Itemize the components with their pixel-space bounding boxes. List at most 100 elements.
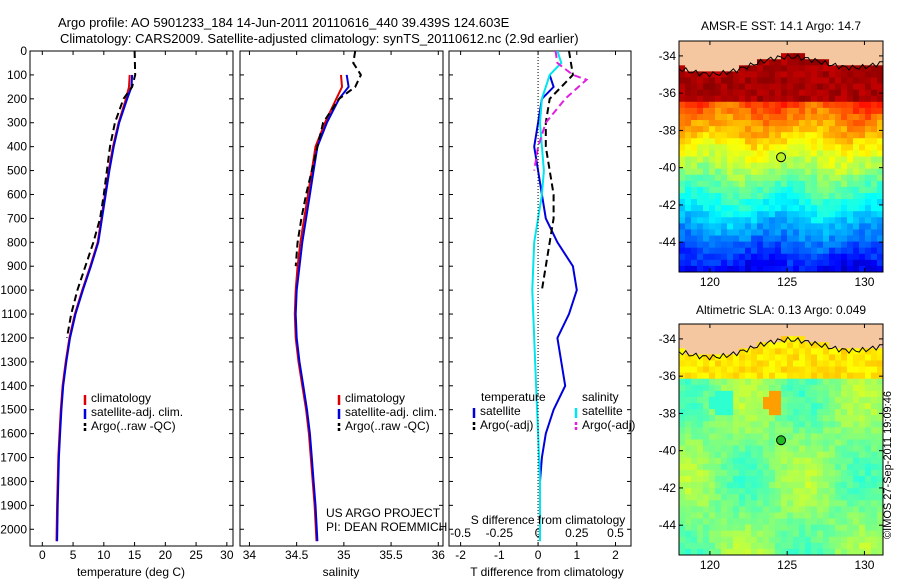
heat-cell xyxy=(727,463,734,471)
heat-cell xyxy=(751,162,758,170)
heat-cell xyxy=(841,512,848,520)
heat-cell xyxy=(733,41,740,48)
heat-cell xyxy=(823,77,830,85)
heat-cell xyxy=(865,77,872,85)
temperature-series xyxy=(55,51,137,542)
heat-cell xyxy=(823,403,830,410)
heat-cell xyxy=(709,199,716,206)
heat-cell xyxy=(877,71,883,79)
heat-cell xyxy=(835,180,842,188)
heat-cell xyxy=(853,421,860,428)
heat-cell xyxy=(799,494,806,501)
heat-cell xyxy=(859,223,866,231)
heat-cell xyxy=(715,192,722,200)
heat-cell xyxy=(733,65,740,72)
heat-cell xyxy=(715,259,722,267)
heat-cell xyxy=(805,494,812,501)
heat-cell xyxy=(877,211,883,218)
heat-cell xyxy=(751,120,758,127)
heat-cell xyxy=(691,138,698,145)
heat-cell xyxy=(745,101,752,109)
heat-cell xyxy=(679,241,686,249)
heat-cell xyxy=(817,500,824,507)
heat-cell xyxy=(793,342,800,349)
heat-cell xyxy=(679,265,686,272)
heat-cell xyxy=(817,506,824,514)
heat-cell xyxy=(703,259,710,267)
heat-cell xyxy=(781,421,788,428)
heat-cell xyxy=(727,132,734,139)
heat-cell xyxy=(799,120,806,127)
heat-cell xyxy=(745,259,752,267)
lat-tick-label: -40 xyxy=(659,161,677,175)
heat-cell xyxy=(751,180,758,188)
heat-cell xyxy=(829,463,836,471)
heat-cell xyxy=(679,156,686,164)
heat-cell xyxy=(715,475,722,483)
heat-cell xyxy=(817,518,824,526)
heat-cell xyxy=(877,168,883,176)
heat-cell xyxy=(865,342,872,349)
heat-cell xyxy=(799,482,806,489)
difference-xlabel-temperature: T difference from climatology xyxy=(470,565,624,579)
heat-cell xyxy=(865,180,872,188)
heat-cell xyxy=(775,71,782,79)
heat-cell xyxy=(697,482,704,489)
heat-cell xyxy=(781,463,788,471)
heat-cell xyxy=(769,542,776,550)
heat-cell xyxy=(823,354,830,362)
heat-cell xyxy=(715,126,722,133)
heat-cell xyxy=(751,494,758,501)
heat-cell xyxy=(745,144,752,152)
heat-cell xyxy=(727,506,734,514)
heat-cell xyxy=(775,265,782,272)
heat-cell xyxy=(817,229,824,237)
heat-cell xyxy=(745,415,752,422)
heat-cell xyxy=(697,475,704,483)
heat-cell xyxy=(841,324,848,331)
heat-cell xyxy=(709,494,716,501)
heat-cell xyxy=(691,366,698,374)
heat-cell xyxy=(829,506,836,514)
heat-cell xyxy=(847,162,854,170)
heat-cell xyxy=(799,390,806,398)
heat-cell xyxy=(877,235,883,243)
heat-cell xyxy=(841,101,848,109)
heat-cell xyxy=(703,548,710,555)
heat-cell xyxy=(871,101,878,109)
lat-tick-label: -34 xyxy=(659,332,677,346)
heat-cell xyxy=(865,101,872,109)
heat-cell xyxy=(781,354,788,362)
heat-cell xyxy=(679,192,686,200)
heat-cell xyxy=(721,463,728,471)
heat-cell xyxy=(763,524,770,532)
heat-cell xyxy=(679,59,686,66)
heat-cell xyxy=(703,241,710,249)
heat-cell xyxy=(685,217,692,224)
heat-cell xyxy=(691,47,698,54)
heat-cell xyxy=(835,223,842,231)
sst-map-panel: AMSR-E SST: 14.1 Argo: 14.7 -34-36-38-40… xyxy=(659,19,884,289)
heat-cell xyxy=(691,150,698,158)
heat-cell xyxy=(841,259,848,267)
heat-cell xyxy=(799,71,806,79)
sla-map-title: Altimetric SLA: 0.13 Argo: 0.049 xyxy=(696,303,866,317)
heat-cell xyxy=(805,241,812,249)
heat-cell xyxy=(691,265,698,272)
heat-cell xyxy=(865,542,872,550)
heat-cell xyxy=(835,77,842,85)
heat-cell xyxy=(871,265,878,272)
x-tick-label: 35.5 xyxy=(379,548,403,562)
heat-cell xyxy=(871,475,878,483)
heat-cell xyxy=(799,366,806,374)
heat-cell xyxy=(727,107,734,115)
heat-cell xyxy=(775,390,782,398)
heat-cell xyxy=(841,144,848,152)
heat-cell xyxy=(727,83,734,91)
heat-cell xyxy=(823,235,830,243)
heat-cell xyxy=(823,53,830,60)
heat-cell xyxy=(727,77,734,85)
heat-cell xyxy=(721,65,728,72)
legend-label: climatology xyxy=(91,391,151,405)
heat-cell xyxy=(805,403,812,410)
